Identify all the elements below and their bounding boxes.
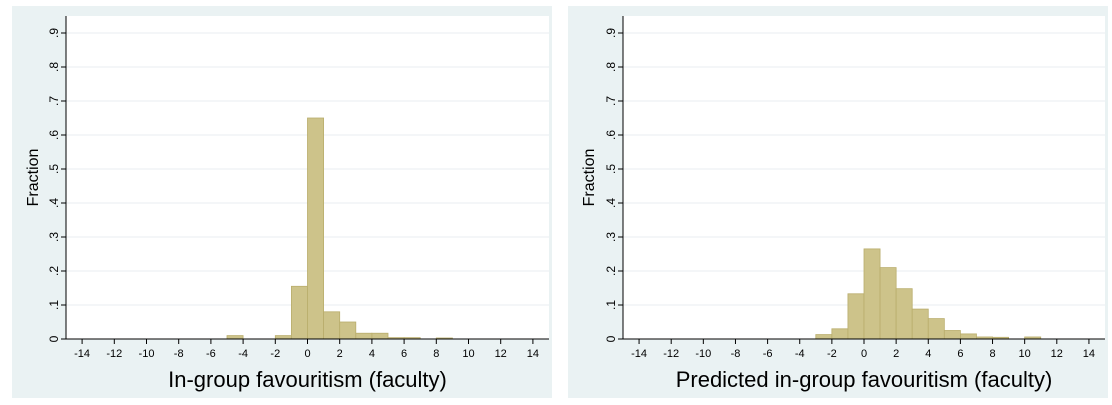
- x-tick-label: -12: [663, 348, 679, 360]
- histogram-bar: [943, 330, 961, 340]
- y-tick-label: .2: [47, 266, 61, 276]
- y-tick-label: .3: [47, 232, 61, 242]
- x-tick-label: -12: [106, 348, 122, 360]
- y-tick-label: .4: [47, 198, 61, 208]
- y-tick-label: .5: [47, 164, 61, 174]
- histogram-bar: [895, 288, 913, 340]
- histogram-bar: [847, 293, 865, 340]
- y-tick-label: .1: [604, 300, 618, 310]
- x-tick-label: 6: [957, 348, 963, 360]
- y-tick-label: .4: [604, 198, 618, 208]
- histogram-bar: [226, 335, 244, 340]
- y-tick-label: 0: [47, 335, 61, 342]
- y-tick-label: .2: [604, 266, 618, 276]
- y-axis-title: Fraction: [581, 149, 598, 207]
- histogram-bar: [274, 335, 292, 340]
- x-tick-label: 6: [401, 348, 407, 360]
- histogram-bar: [355, 332, 373, 340]
- x-tick-label: -4: [795, 348, 805, 360]
- x-tick-label: -6: [206, 348, 216, 360]
- x-tick-label: -8: [174, 348, 184, 360]
- x-tick-label: 10: [462, 348, 474, 360]
- histogram-bar: [290, 285, 308, 340]
- y-tick-label: .9: [47, 28, 61, 38]
- histogram-bar: [879, 267, 897, 340]
- x-tick-label: 4: [369, 348, 375, 360]
- y-tick-label: .9: [604, 28, 618, 38]
- x-tick-label: 12: [495, 348, 507, 360]
- x-tick-label: -8: [731, 348, 741, 360]
- histogram-bar: [815, 334, 833, 340]
- histogram-chart-left: 0 .1 .2 .3 .4 .5 .6 .7 .8 .9 -14 -12 -10 -8 -6 -4 -2 0 2 4 6…: [12, 6, 552, 398]
- histogram-bar: [927, 318, 945, 340]
- histogram-bar: [323, 311, 341, 340]
- x-tick-label: 0: [304, 348, 310, 360]
- y-tick-label: 0: [604, 335, 618, 342]
- x-tick-label: -4: [238, 348, 248, 360]
- y-tick-label: .8: [604, 62, 618, 72]
- y-axis-title: Fraction: [25, 149, 42, 207]
- x-tick-label: 8: [433, 348, 439, 360]
- x-tick-label: -14: [631, 348, 647, 360]
- y-tick-label: .7: [47, 96, 61, 106]
- y-tick-label: .6: [604, 130, 618, 140]
- x-tick-label: 12: [1051, 348, 1063, 360]
- x-tick-label: 2: [337, 348, 343, 360]
- x-tick-label: 0: [861, 348, 867, 360]
- x-tick-label: 14: [1083, 348, 1095, 360]
- y-tick-label: .3: [604, 232, 618, 242]
- histogram-bar: [339, 321, 357, 340]
- y-tick-label: .5: [604, 164, 618, 174]
- x-axis-title: Predicted in-group favouritism (faculty): [676, 367, 1053, 392]
- x-tick-label: -2: [270, 348, 280, 360]
- y-tick-label: .7: [604, 96, 618, 106]
- histogram-bar: [307, 117, 325, 340]
- histogram-bar: [911, 308, 929, 340]
- x-tick-label: -10: [695, 348, 711, 360]
- x-tick-label: 14: [527, 348, 539, 360]
- y-tick-label: .1: [47, 300, 61, 310]
- histogram-chart-right: 0 .1 .2 .3 .4 .5 .6 .7 .8 .9 -14 -12 -10 -8 -6 -4 -2 0 2 4 6…: [568, 6, 1108, 398]
- histogram-panel-left: 0 .1 .2 .3 .4 .5 .6 .7 .8 .9 -14 -12 -10 -8 -6 -4 -2 0 2 4 6…: [12, 6, 552, 398]
- x-tick-label: -14: [74, 348, 90, 360]
- histogram-panel-right: 0 .1 .2 .3 .4 .5 .6 .7 .8 .9 -14 -12 -10 -8 -6 -4 -2 0 2 4 6…: [558, 0, 1112, 405]
- x-axis-title: In-group favouritism (faculty): [168, 367, 447, 392]
- histogram-bar: [831, 328, 849, 340]
- x-tick-label: -6: [763, 348, 773, 360]
- x-tick-label: 2: [893, 348, 899, 360]
- histogram-bar: [371, 332, 389, 340]
- x-tick-label: -10: [139, 348, 155, 360]
- histogram-bar: [959, 333, 977, 340]
- y-tick-label: .8: [47, 62, 61, 72]
- x-tick-label: 4: [925, 348, 931, 360]
- x-tick-label: 10: [1019, 348, 1031, 360]
- x-tick-label: 8: [989, 348, 995, 360]
- y-tick-label: .6: [47, 130, 61, 140]
- x-tick-label: -2: [827, 348, 837, 360]
- histogram-bar: [863, 248, 881, 340]
